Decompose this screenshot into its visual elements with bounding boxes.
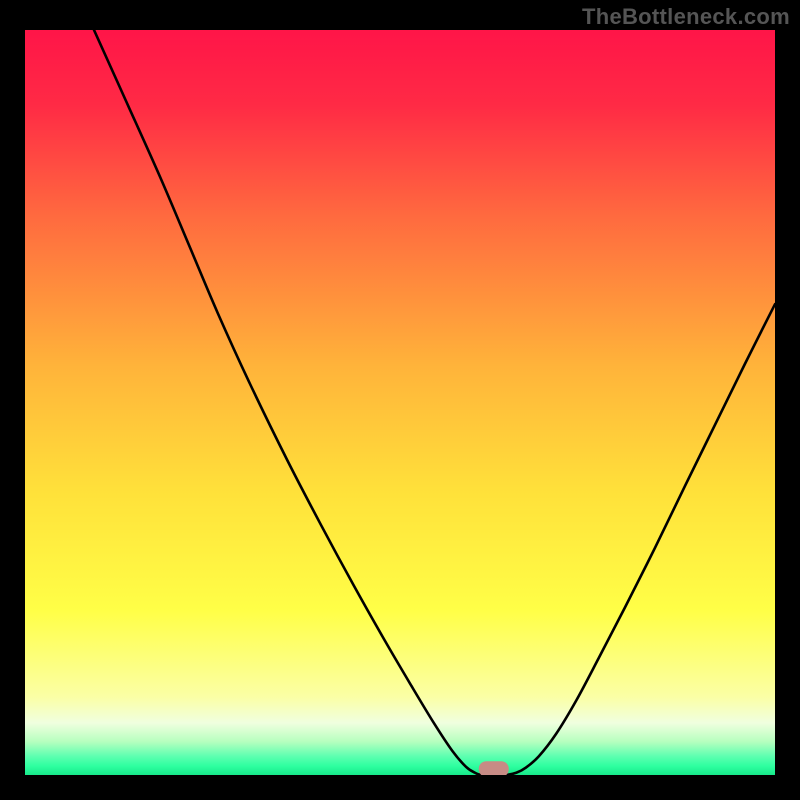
bottleneck-marker xyxy=(479,761,509,775)
plot-area xyxy=(25,30,775,775)
gradient-background xyxy=(25,30,775,775)
watermark-text: TheBottleneck.com xyxy=(582,4,790,30)
chart-svg xyxy=(25,30,775,775)
